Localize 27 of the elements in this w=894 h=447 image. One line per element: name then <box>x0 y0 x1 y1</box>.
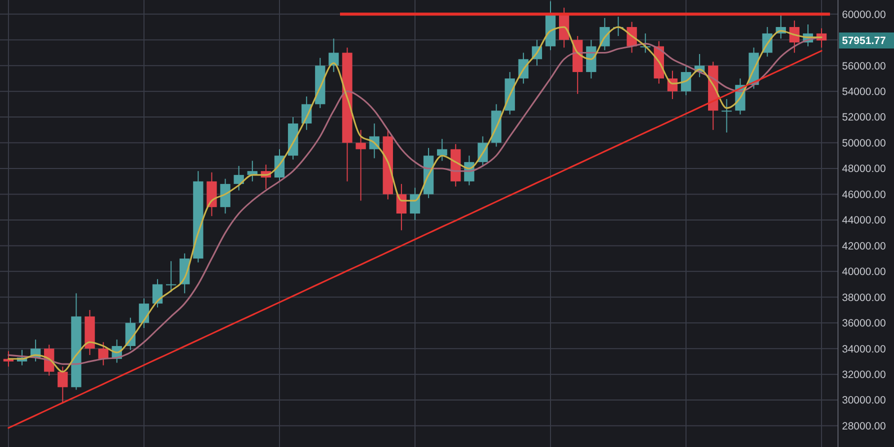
candlestick <box>722 98 732 133</box>
candlestick <box>437 138 448 162</box>
y-tick-label: 34000.00 <box>842 343 886 356</box>
y-tick-label: 36000.00 <box>842 318 886 330</box>
y-tick-label: 42000.00 <box>842 240 886 252</box>
y-tick-label: 46000.00 <box>842 188 886 201</box>
y-tick-label: 44000.00 <box>842 214 886 227</box>
candlestick <box>356 129 366 202</box>
candlestick <box>328 38 339 73</box>
y-tick-label: 32000.00 <box>842 368 886 381</box>
y-tick-label: 28000.00 <box>842 420 886 432</box>
y-tick-label: 52000.00 <box>842 112 886 124</box>
candlestick <box>680 65 692 96</box>
candlestick <box>98 342 108 366</box>
text: 57951.77 <box>842 35 886 48</box>
y-tick-label: 56000.00 <box>842 60 886 72</box>
line-series <box>8 50 822 429</box>
y-tick-label: 54000.00 <box>842 86 886 98</box>
y-tick-label: 50000.00 <box>842 137 886 150</box>
y-tick-label: 60000.00 <box>842 8 886 21</box>
y-tick-label: 48000.00 <box>842 163 886 176</box>
y-tick-label: 38000.00 <box>842 292 886 304</box>
candlestick <box>166 260 176 292</box>
y-tick-label: 30000.00 <box>842 394 886 407</box>
candlestick <box>58 366 68 404</box>
y-tick-label: 40000.00 <box>842 266 886 278</box>
candlestick <box>220 178 230 214</box>
